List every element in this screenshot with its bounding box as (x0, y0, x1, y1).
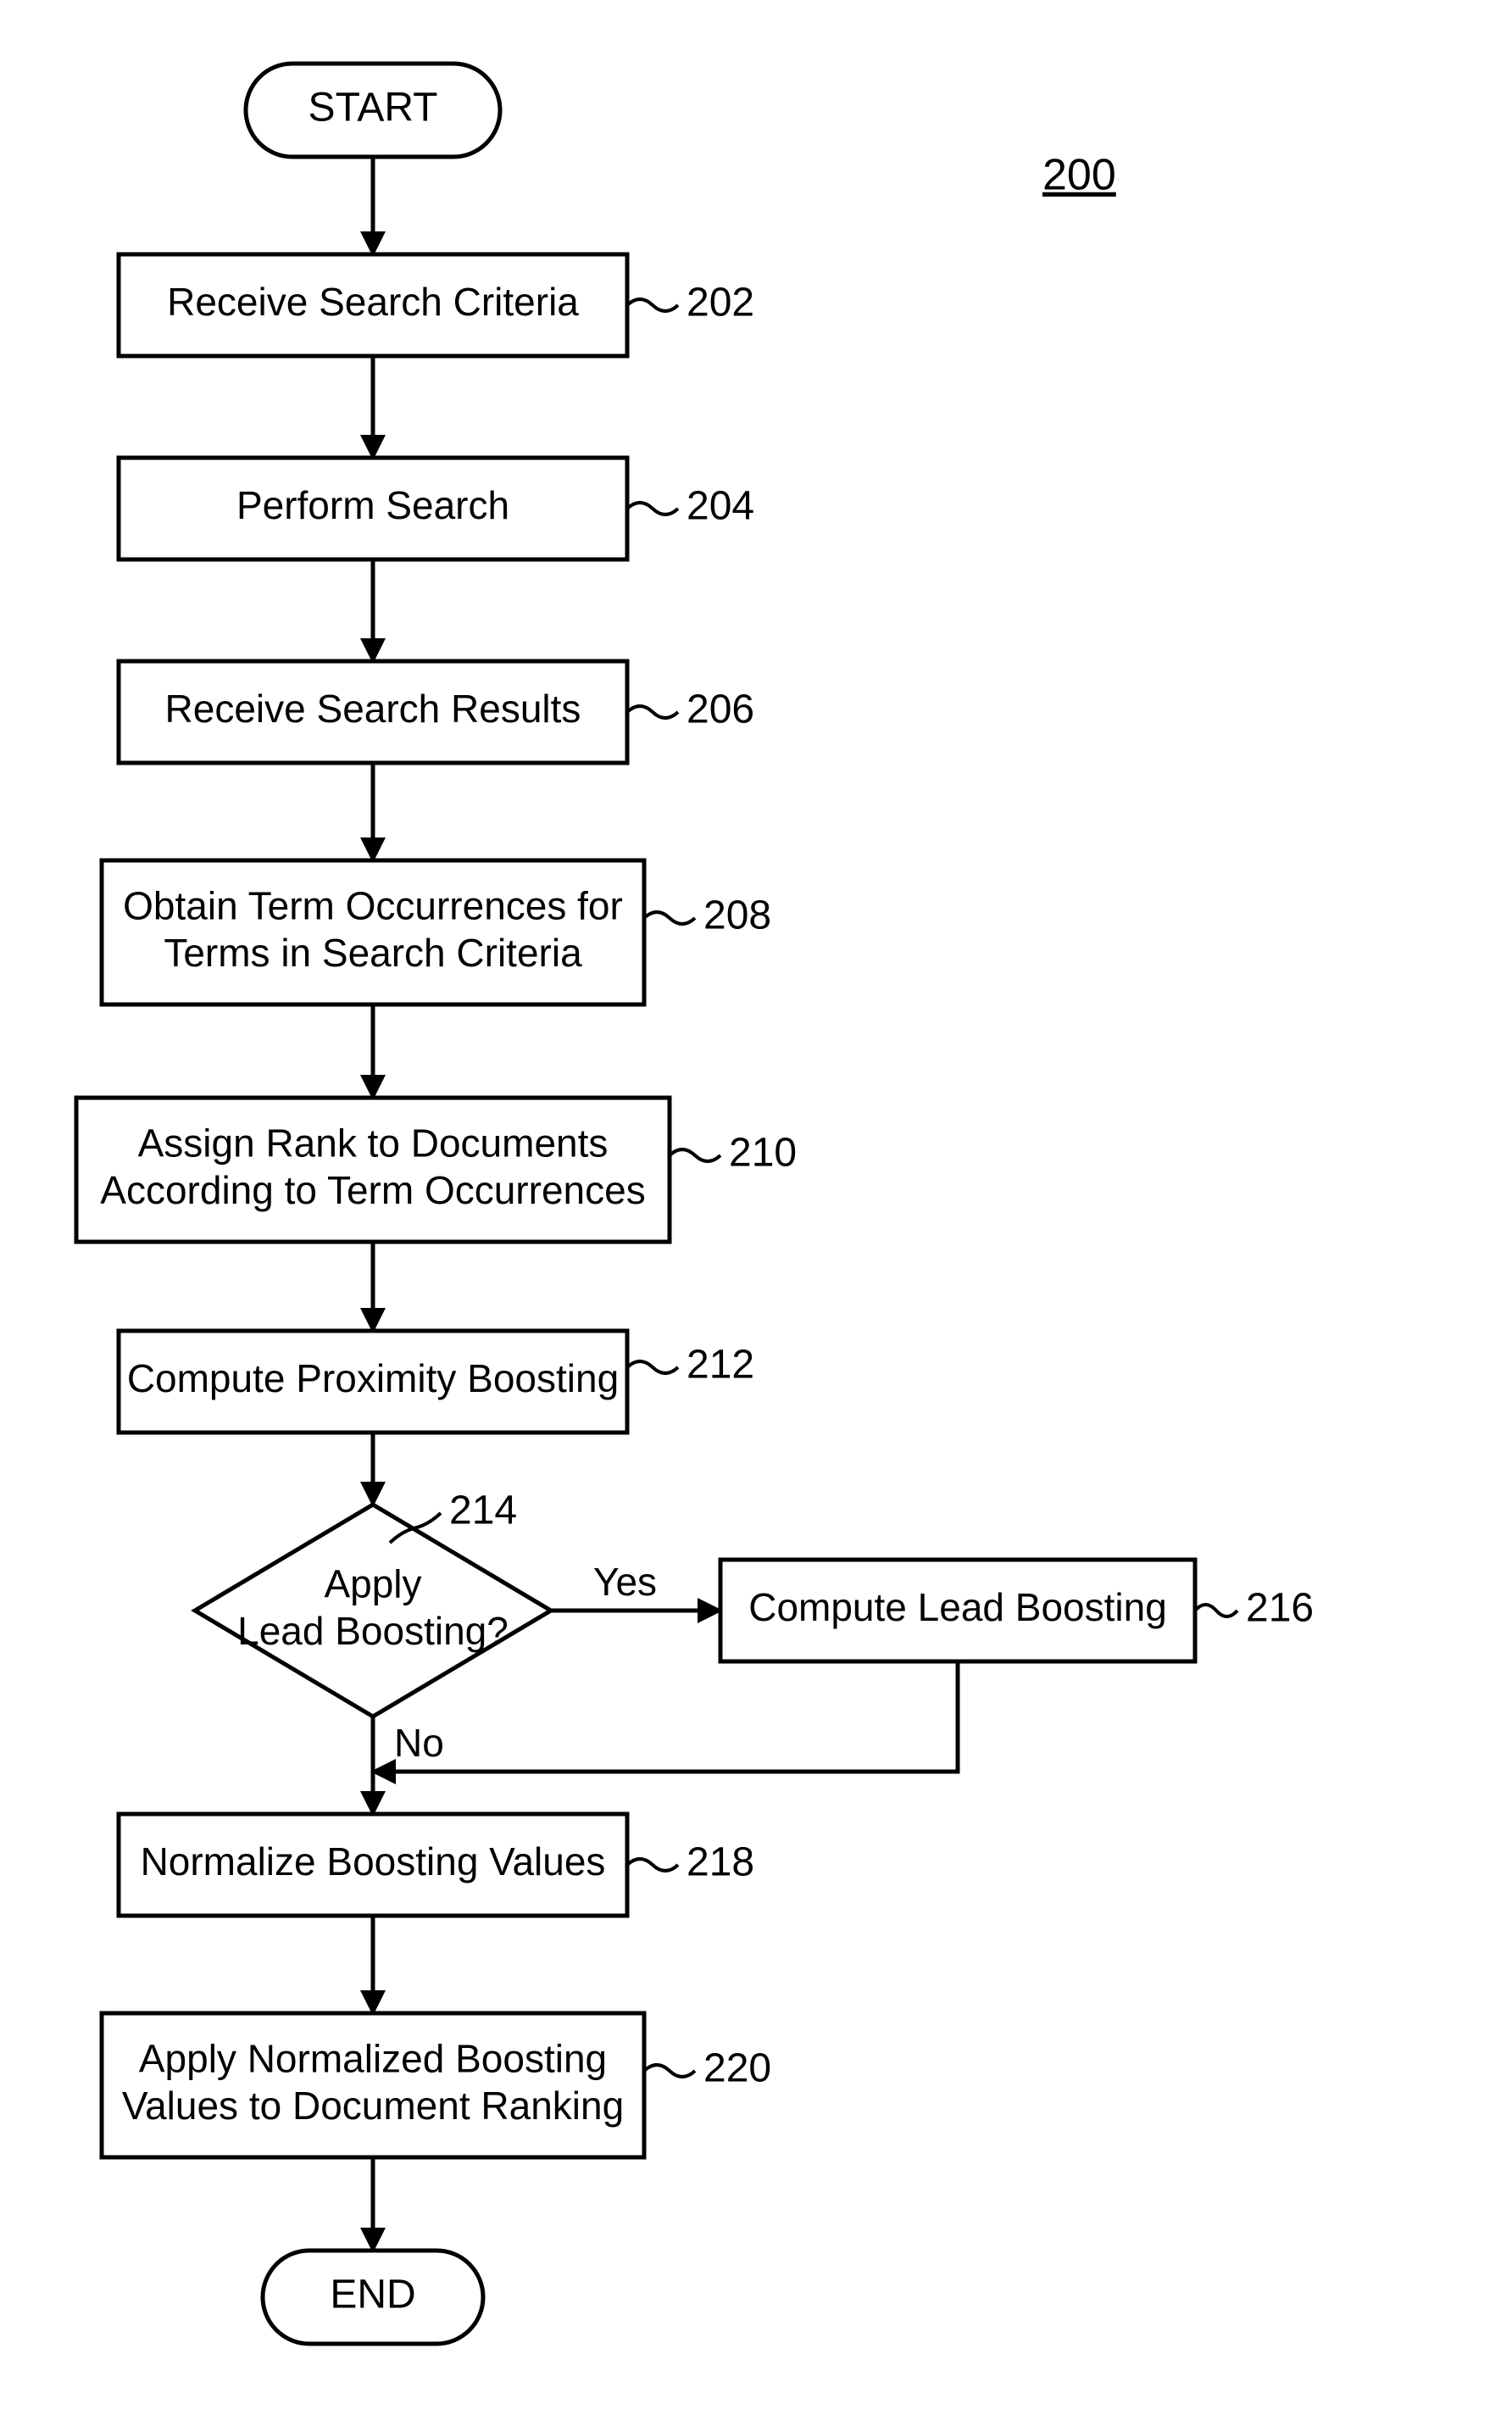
edge-label-no: No (394, 1721, 444, 1765)
node-n206: Receive Search Results (119, 661, 627, 763)
ref-label-208: 208 (703, 893, 771, 938)
node-n208-text: Obtain Term Occurrences for (123, 884, 623, 928)
node-n210-text: Assign Rank to Documents (138, 1121, 609, 1166)
node-end: END (263, 2251, 483, 2344)
node-n204-text: Perform Search (236, 483, 509, 527)
node-n212: Compute Proximity Boosting (119, 1331, 627, 1433)
ref-label-204: 204 (687, 484, 754, 529)
ref-squiggle-202 (627, 299, 678, 311)
edge-n216-merge (373, 1661, 958, 1772)
ref-squiggle-212 (627, 1361, 678, 1373)
ref-squiggle-208 (644, 912, 695, 924)
ref-label-216: 216 (1246, 1586, 1314, 1631)
ref-label-210: 210 (729, 1131, 797, 1176)
ref-label-214: 214 (449, 1488, 517, 1533)
node-n206-text: Receive Search Results (165, 687, 581, 731)
edge-label-yes: Yes (593, 1560, 657, 1604)
ref-squiggle-204 (627, 503, 678, 515)
ref-label-218: 218 (687, 1840, 754, 1885)
node-end-text: END (330, 2273, 415, 2317)
node-n220-text: Values to Document Ranking (122, 2084, 624, 2128)
node-n216: Compute Lead Boosting (720, 1560, 1195, 1661)
ref-squiggle-206 (627, 706, 678, 718)
ref-squiggle-216 (1195, 1605, 1237, 1616)
node-n214-text: Apply (324, 1562, 421, 1606)
node-start: START (246, 64, 500, 157)
node-n220-text: Apply Normalized Boosting (139, 2037, 607, 2081)
node-n218-text: Normalize Boosting Values (141, 1839, 606, 1883)
node-n202: Receive Search Criteria (119, 254, 627, 356)
node-n210: Assign Rank to DocumentsAccording to Ter… (76, 1098, 670, 1242)
flowchart-canvas: Yes No START Receive Search Criteria Perform… (0, 0, 1512, 2426)
ref-squiggle-220 (644, 2065, 695, 2077)
node-n204: Perform Search (119, 458, 627, 559)
node-n214: ApplyLead Boosting? (195, 1505, 551, 1717)
node-n214-text: Lead Boosting? (237, 1609, 509, 1653)
ref-label-212: 212 (687, 1343, 754, 1388)
ref-label-206: 206 (687, 687, 754, 732)
ref-label-220: 220 (703, 2046, 771, 2091)
ref-squiggle-210 (670, 1149, 720, 1161)
node-start-text: START (309, 86, 438, 131)
node-n220: Apply Normalized BoostingValues to Docum… (102, 2013, 644, 2157)
node-n212-text: Compute Proximity Boosting (127, 1356, 619, 1400)
node-n208: Obtain Term Occurrences forTerms in Sear… (102, 860, 644, 1004)
figure-number: 200 (1042, 151, 1116, 200)
node-n208-text: Terms in Search Criteria (164, 931, 582, 975)
node-n210-text: According to Term Occurrences (100, 1168, 645, 1212)
node-n202-text: Receive Search Criteria (167, 280, 579, 324)
ref-squiggle-218 (627, 1859, 678, 1871)
ref-label-202: 202 (687, 281, 754, 326)
node-n218: Normalize Boosting Values (119, 1814, 627, 1916)
node-n216-text: Compute Lead Boosting (748, 1585, 1167, 1629)
